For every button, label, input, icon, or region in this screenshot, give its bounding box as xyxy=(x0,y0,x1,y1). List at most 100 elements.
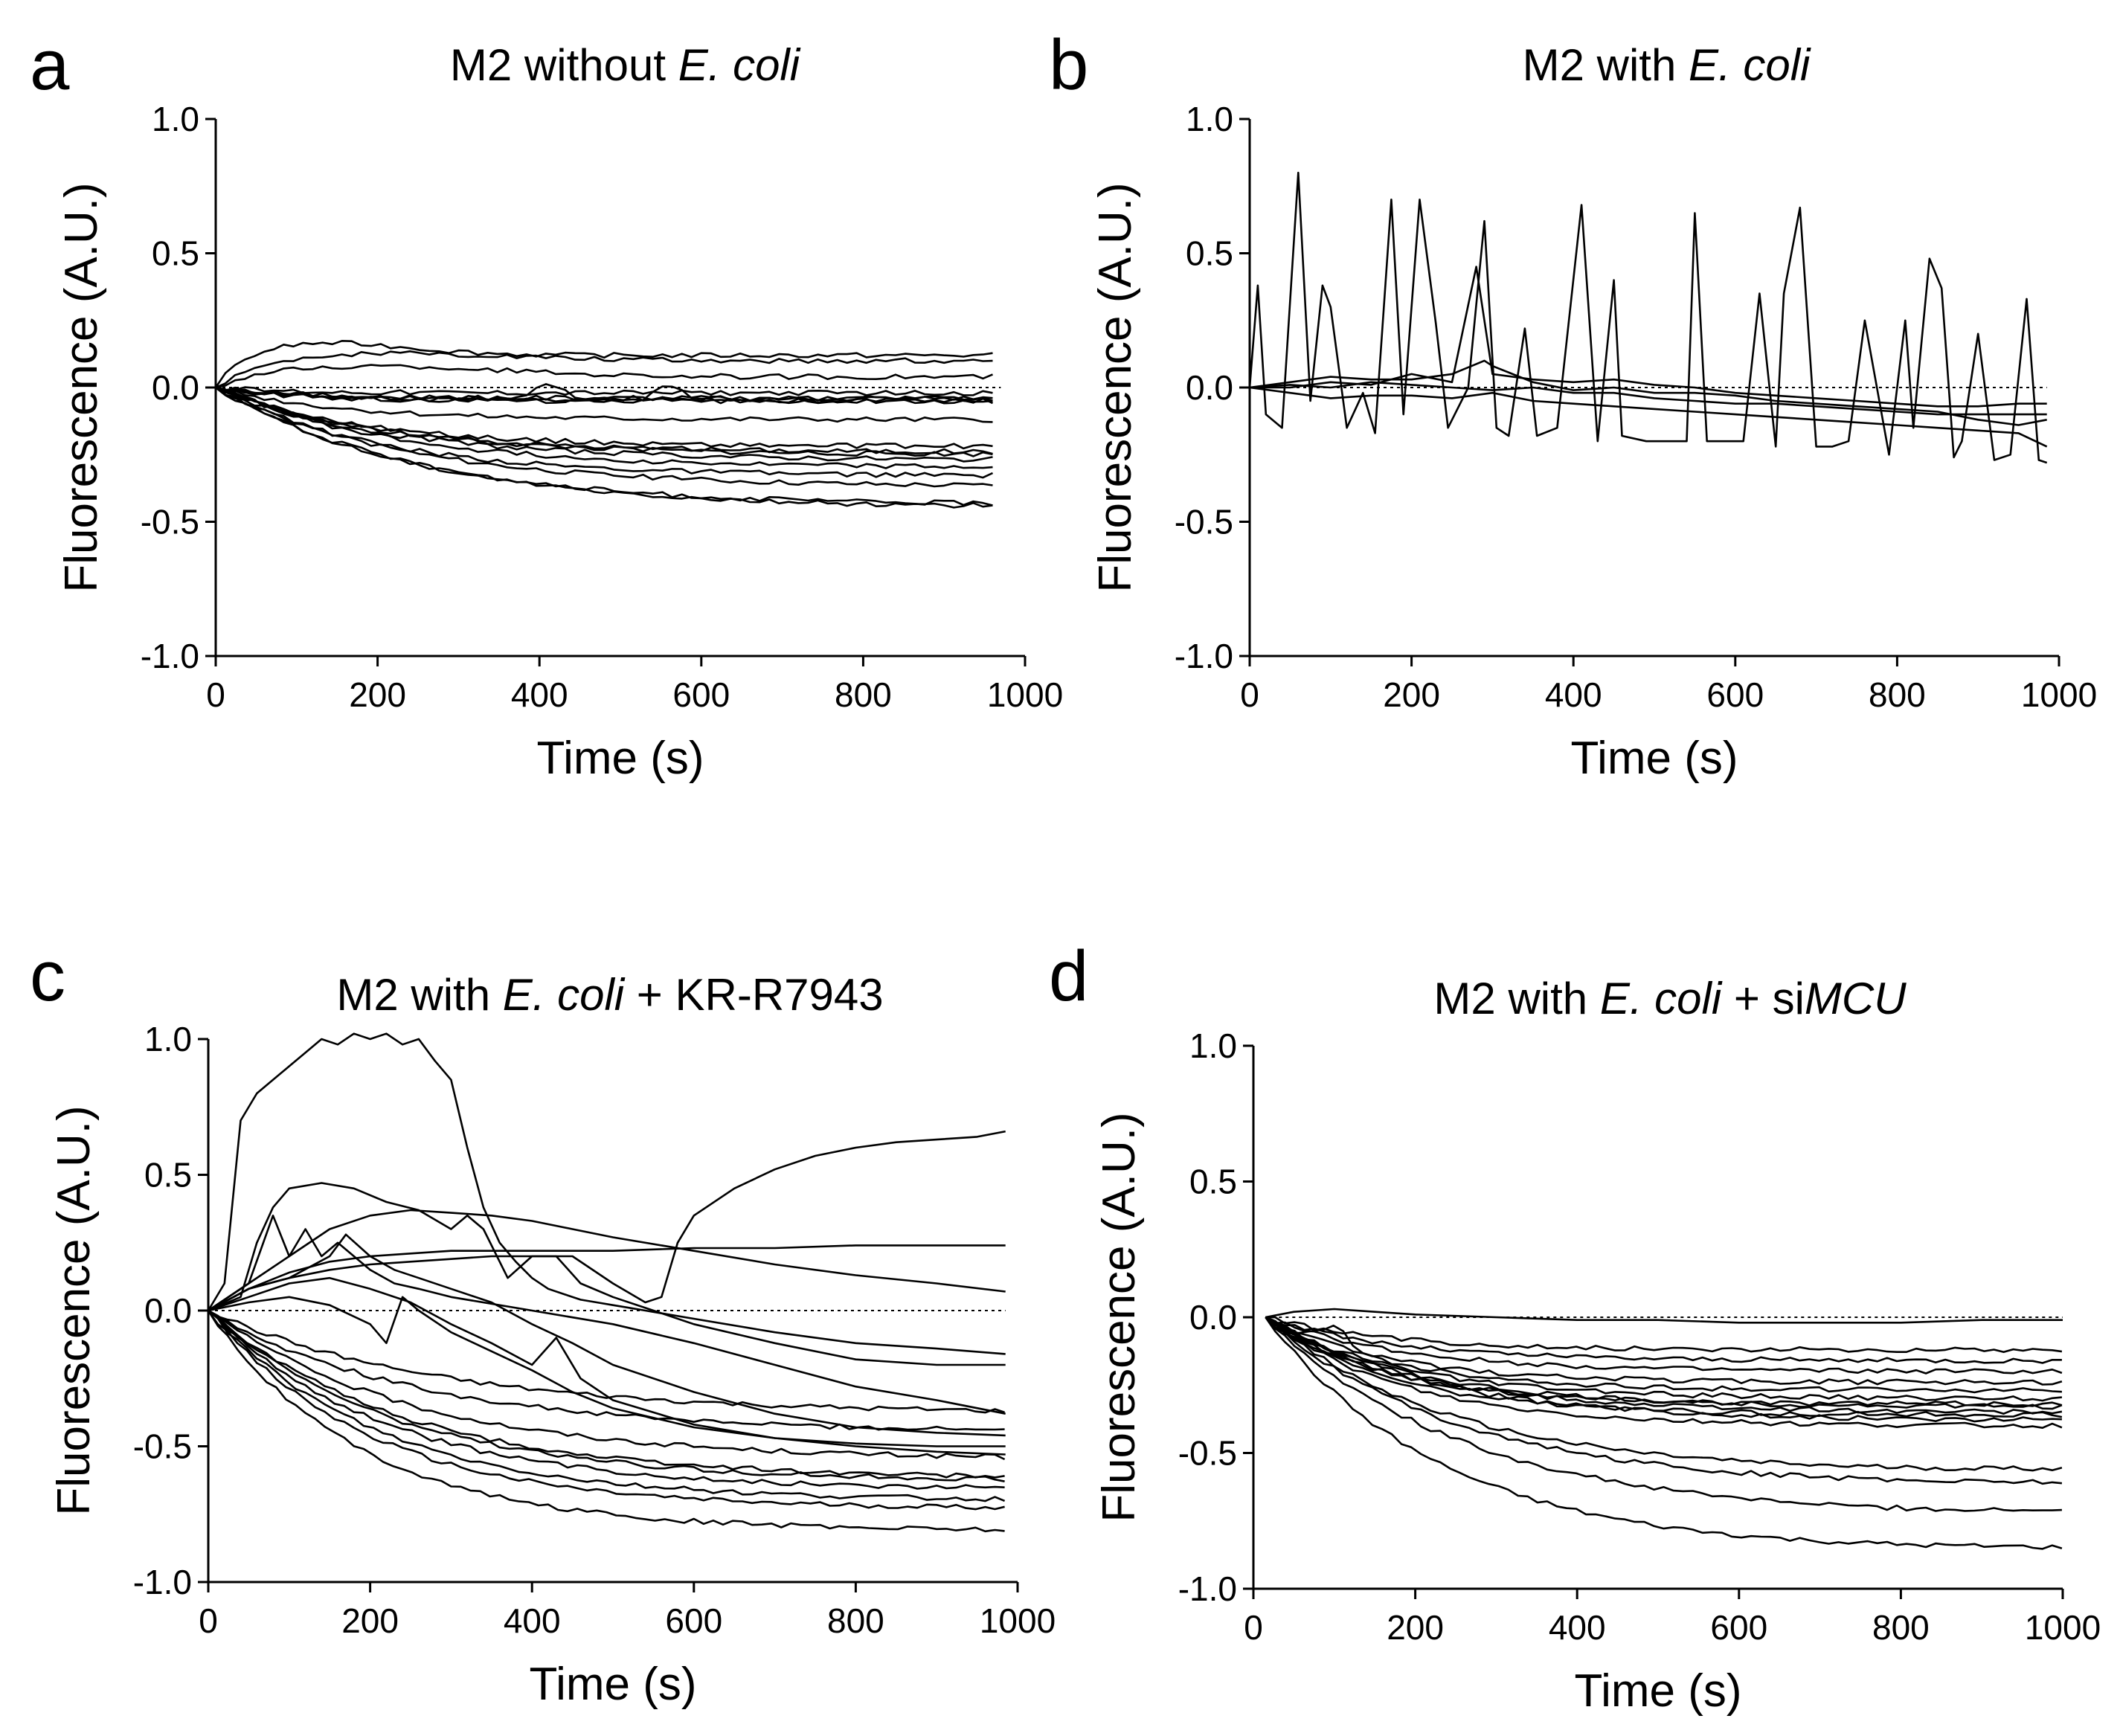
x-tick-label: 800 xyxy=(1872,1608,1930,1647)
x-tick-label: 0 xyxy=(1240,675,1259,714)
chart-title: M2 without E. coli xyxy=(450,40,801,90)
series-trace-c16 xyxy=(207,1310,1005,1533)
series-trace-7 xyxy=(215,386,993,423)
x-tick-label: 200 xyxy=(1383,675,1440,714)
series-trace-d7 xyxy=(1265,1316,2063,1402)
y-tick-label: -0.5 xyxy=(1178,1434,1237,1473)
chart-title: M2 with E. coli + siMCU xyxy=(1433,974,1907,1023)
series-trace-c13 xyxy=(208,1309,1005,1490)
x-tick-label: 400 xyxy=(504,1601,561,1640)
series-trace-12 xyxy=(215,386,993,469)
series-trace-c6 xyxy=(208,1215,1006,1415)
panel-d: d M2 with E. coli + siMCU 1.0 0.5 0.0 -0.5 -1.… xyxy=(1049,936,2101,1717)
series-trace-c17 xyxy=(208,1309,1005,1431)
chart-title-part: M2 with xyxy=(1523,40,1689,90)
x-tick-label: 600 xyxy=(1706,675,1764,714)
series-trace-c11 xyxy=(208,1309,1005,1479)
panel-letter: b xyxy=(1049,25,1088,105)
y-tick-label: 1.0 xyxy=(152,100,199,138)
chart-title-part: M2 with xyxy=(336,970,502,1020)
panel-letter: d xyxy=(1049,936,1088,1016)
x-axis-label: Time (s) xyxy=(537,733,704,784)
y-tick-label: -1.0 xyxy=(141,637,199,675)
chart-title-part: E. coli xyxy=(503,970,626,1020)
series-trace-d14 xyxy=(1265,1317,2063,1472)
series-trace-c12 xyxy=(208,1309,1005,1482)
panel-a: a M2 without E. coli 1.0 0.5 0.0 -0.5 -1.00 200… xyxy=(30,25,1063,784)
chart-title-part: M2 with xyxy=(1433,974,1599,1023)
series-trace-d15 xyxy=(1265,1317,2063,1485)
chart-title-part: E. coli xyxy=(1600,974,1723,1023)
chart-title-part: E. coli xyxy=(678,40,801,90)
x-tick-label: 600 xyxy=(1710,1608,1767,1647)
series-trace-2 xyxy=(215,350,993,389)
chart-title: M2 with E. coli + KR-R7943 xyxy=(336,970,883,1020)
y-axis-label: Fluorescence (A.U.) xyxy=(48,1105,100,1515)
series-trace-c18 xyxy=(208,1309,1006,1414)
chart-title-part: E. coli xyxy=(1689,40,1811,90)
x-tick-label: 0 xyxy=(206,675,225,714)
series-trace-b3 xyxy=(1249,359,2047,426)
chart-title-part: + si xyxy=(1721,974,1805,1023)
x-tick-label: 200 xyxy=(341,1601,399,1640)
chart-title: M2 with E. coli xyxy=(1523,40,1811,90)
y-tick-label: 0.0 xyxy=(144,1291,192,1330)
series-spiking-trace xyxy=(1248,171,2048,464)
y-axis-label: Fluorescence (A.U.) xyxy=(1093,1112,1145,1522)
x-tick-label: 800 xyxy=(827,1601,884,1640)
x-axis-label: Time (s) xyxy=(530,1659,697,1710)
x-tick-label: 600 xyxy=(672,675,730,714)
chart-title-part: + KR-R7943 xyxy=(624,970,884,1020)
series-trace-c14 xyxy=(208,1310,1006,1502)
x-tick-label: 800 xyxy=(835,675,892,714)
x-tick-label: 1000 xyxy=(2021,675,2097,714)
x-tick-label: 400 xyxy=(1549,1608,1606,1647)
series-trace-c5 xyxy=(208,1244,1006,1312)
series-trace-15 xyxy=(215,386,993,507)
y-tick-label: -1.0 xyxy=(133,1563,192,1601)
series-trace-d16 xyxy=(1265,1317,2062,1512)
series-trace-10 xyxy=(215,386,993,457)
series-trace-d4 xyxy=(1265,1316,2063,1375)
series-trace-18 xyxy=(215,383,993,402)
x-tick-label: 1000 xyxy=(2025,1608,2101,1647)
series-trace-4 xyxy=(215,386,993,396)
y-tick-label: -0.5 xyxy=(141,503,199,541)
series-trace-c-late xyxy=(208,1130,1006,1312)
series-trace-c10 xyxy=(208,1309,1006,1461)
series-trace-c4 xyxy=(208,1209,1006,1312)
y-tick-label: -1.0 xyxy=(1178,1569,1237,1608)
x-tick-label: 600 xyxy=(665,1601,722,1640)
y-tick-label: 1.0 xyxy=(1186,100,1233,138)
series-trace-b5 xyxy=(1249,381,2047,416)
series-trace-c15 xyxy=(207,1310,1005,1511)
y-axis-label: Fluorescence (A.U.) xyxy=(1090,182,1141,592)
x-axis-label: Time (s) xyxy=(1575,1665,1742,1717)
series-trace-d10 xyxy=(1265,1316,2063,1415)
x-tick-label: 200 xyxy=(1387,1608,1444,1647)
series-trace-d3 xyxy=(1265,1316,2062,1364)
y-tick-label: 0.5 xyxy=(144,1156,192,1195)
series-trace-c3 xyxy=(208,1182,1006,1366)
series-trace-13 xyxy=(215,386,994,479)
x-tick-label: 0 xyxy=(1244,1608,1263,1647)
x-tick-label: 200 xyxy=(349,675,406,714)
series-trace-16 xyxy=(215,386,993,509)
series-trace-d12 xyxy=(1265,1316,2062,1423)
y-axis-label: Fluorescence (A.U.) xyxy=(56,182,107,592)
y-tick-label: -0.5 xyxy=(1175,503,1233,541)
x-tick-label: 1000 xyxy=(987,675,1063,714)
x-tick-label: 0 xyxy=(199,1601,218,1640)
x-tick-label: 400 xyxy=(1545,675,1602,714)
y-tick-label: -0.5 xyxy=(133,1427,192,1466)
series-trace-14 xyxy=(215,386,993,488)
x-axis-label: Time (s) xyxy=(1571,733,1738,784)
y-tick-label: 0.0 xyxy=(1189,1298,1237,1337)
y-tick-label: 0.5 xyxy=(152,234,199,273)
series-trace-d2 xyxy=(1265,1316,2063,1354)
y-tick-label: 0.5 xyxy=(1186,234,1233,273)
x-tick-label: 800 xyxy=(1869,675,1926,714)
series-trace-c-high xyxy=(207,1032,1006,1355)
panel-c: c M2 with E. coli + KR-R7943 1.0 0.5 0.0 -0.5… xyxy=(30,936,1056,1710)
